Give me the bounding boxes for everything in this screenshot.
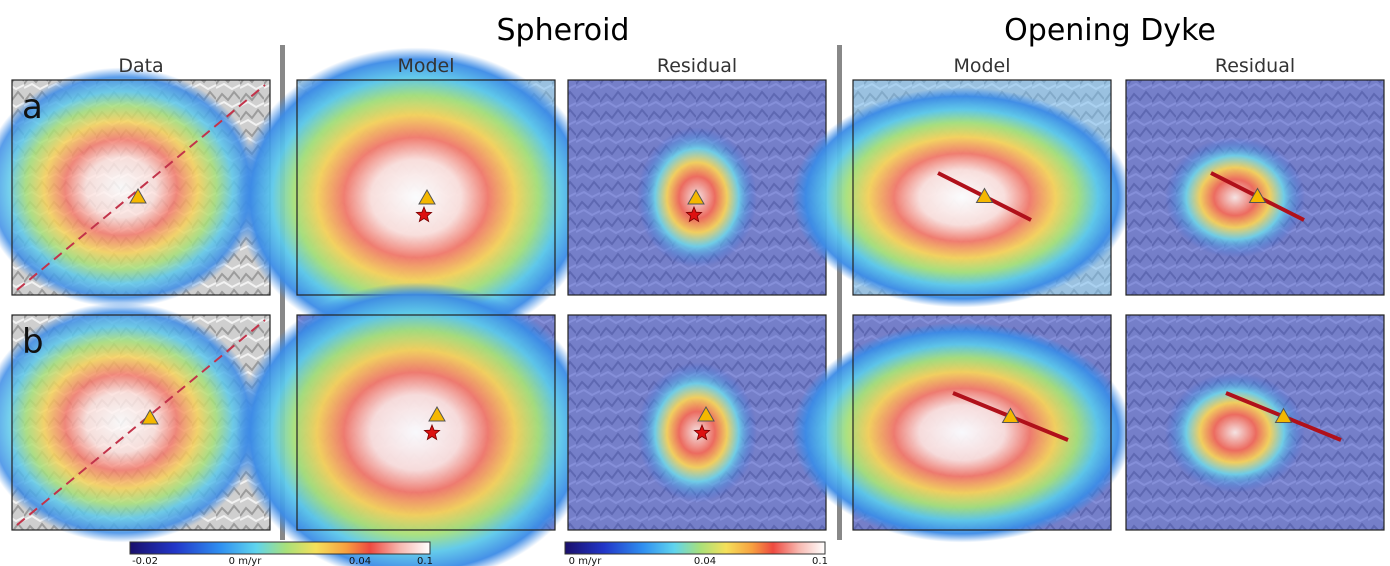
group-title: Opening Dyke <box>1004 13 1216 48</box>
colorbar <box>130 542 430 554</box>
colorbar-tick-label: 0.04 <box>349 556 371 566</box>
colorbar-tick-label: 0 m/yr <box>229 556 263 566</box>
deformation <box>792 323 1132 543</box>
column-title: Model <box>953 55 1010 77</box>
panels <box>0 48 1384 566</box>
column-title: Residual <box>1215 55 1295 77</box>
colorbar <box>565 542 825 554</box>
row-label: a <box>22 87 43 127</box>
colorbar-tick-label: 0.1 <box>812 556 828 566</box>
row-label: b <box>22 322 44 362</box>
column-title: Model <box>397 55 454 77</box>
figure: Spheroid Opening Dyke Data Model Residual M… <box>0 0 1390 566</box>
column-title: Residual <box>657 55 737 77</box>
deformation <box>1165 373 1305 493</box>
deformation <box>792 88 1132 308</box>
deformation <box>1165 138 1305 258</box>
colorbar-tick-label: -0.02 <box>132 556 158 566</box>
group-title: Spheroid <box>497 13 630 48</box>
colorbar-tick-label: 0.1 <box>417 556 433 566</box>
colorbar-tick-label: 0 m/yr <box>569 556 603 566</box>
column-title: Data <box>118 55 163 77</box>
colorbar-tick-label: 0.04 <box>694 556 716 566</box>
